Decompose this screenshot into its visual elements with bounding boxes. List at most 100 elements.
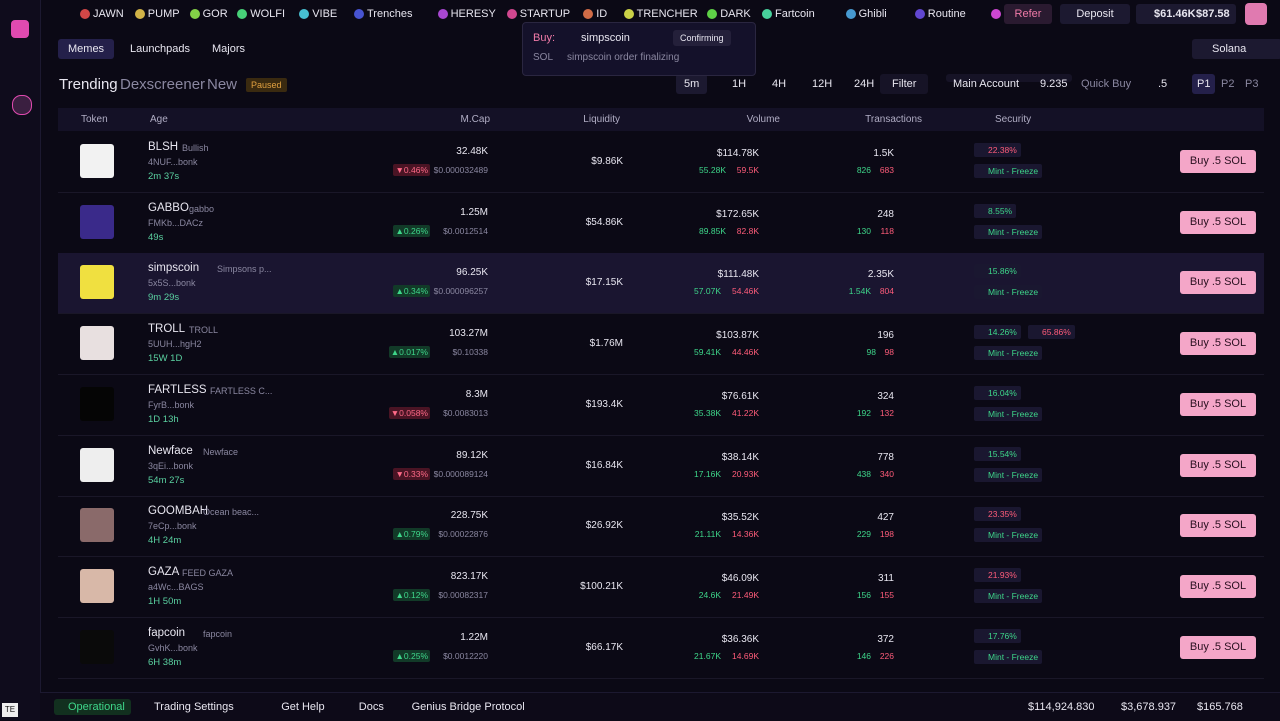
avatar[interactable] (1245, 3, 1267, 25)
token-address[interactable]: GvhK...bonk (148, 642, 198, 653)
price-change: ▼0.33% (393, 467, 430, 480)
sol-price: $165.768 (1197, 701, 1243, 713)
token-row[interactable]: fapcoin fapcoin GvhK...bonk 6H 38m 1.22M ▲0.2… (58, 618, 1264, 679)
tab[interactable]: Memes (58, 39, 115, 59)
token-age: 2m 37s (148, 171, 180, 182)
tab[interactable]: Launchpads (130, 43, 190, 55)
price-change: ▲0.25% (393, 649, 430, 662)
volume-sells: 20.93K (732, 468, 759, 479)
token-row[interactable]: GOOMBAH Ocean beac... 7eCp...bonk 4H 24m 228… (58, 496, 1264, 558)
footer-link[interactable]: Get Help (281, 701, 325, 713)
ticker[interactable]: HERESY (450, 8, 496, 20)
buy-button[interactable]: Buy .5 SOL (1180, 271, 1256, 295)
buy-button[interactable]: Buy .5 SOL (1180, 453, 1256, 477)
ticker[interactable]: Trenches (367, 8, 413, 20)
volume: $111.48K (717, 269, 759, 281)
token-age: 49s (148, 231, 164, 243)
column-header[interactable]: Liquidity (583, 114, 620, 125)
buy-button[interactable]: Buy .5 SOL (1180, 210, 1256, 234)
quick-buy: Quick Buy (1081, 78, 1132, 90)
ticker[interactable]: STARTUP (519, 8, 571, 20)
token-row[interactable]: simpscoin Simpsons p... 5x5S...bonk 9m 29s 9… (58, 253, 1264, 315)
page-button[interactable]: P1 (1192, 74, 1216, 94)
ticker-icon (299, 9, 310, 19)
ticker[interactable]: VIBE (312, 8, 338, 20)
token-address[interactable]: 4NUF...bonk (148, 157, 198, 167)
ticker[interactable]: TRENCHER (636, 8, 698, 20)
token-row[interactable]: TROLL TROLL 5UUH...hgH2 15W 1D 103.27M ▲0.017… (58, 314, 1264, 376)
refer-button[interactable]: Refer (1004, 4, 1052, 24)
column-header[interactable]: Transactions (865, 114, 922, 125)
quick-buy-amount[interactable]: .5 (1158, 78, 1168, 90)
toast-chain: SOL (533, 52, 554, 63)
token-address[interactable]: a4Wc...BAGS (148, 581, 204, 592)
ticker[interactable]: DARK (720, 8, 751, 20)
volume-buys: 24.6K (698, 589, 721, 600)
holders-pct: 16.04% (974, 385, 1021, 400)
ticker[interactable]: Ghibli (858, 8, 887, 20)
column-header[interactable]: Volume (746, 114, 780, 125)
token-row[interactable]: FARTLESS FARTLESS C... FyrB...bonk 1D 13h 8.… (58, 375, 1264, 436)
token-icon (80, 204, 114, 239)
token-row[interactable]: GAZA FEED GAZA a4Wc...BAGS 1H 50m 823.17K ▲0.… (58, 557, 1264, 618)
token-icon (80, 326, 114, 361)
volume-buys: 89.85K (699, 225, 726, 236)
token-name: simpscoin (148, 262, 200, 275)
chain-select[interactable]: Solana (1192, 39, 1280, 59)
token-row[interactable]: Newface Newface 3qEi...bonk 54m 27s 89.12K ▼0… (58, 436, 1264, 497)
token-address[interactable]: 5UUH...hgH2 (148, 339, 202, 350)
buy-button[interactable]: Buy .5 SOL (1180, 392, 1256, 416)
ticker[interactable]: GOR (202, 8, 228, 20)
filter-button[interactable]: Filter (880, 74, 929, 94)
transactions: 778 (877, 451, 894, 463)
footer-link[interactable]: Trading Settings (154, 701, 234, 713)
buy-button[interactable]: Buy .5 SOL (1180, 574, 1256, 598)
status[interactable]: Operational (54, 699, 131, 715)
page-button[interactable]: P3 (1245, 78, 1259, 90)
token-row[interactable]: GABBO gabbo FMKb...DACz 49s 1.25M ▲0.26% $0.00… (58, 193, 1264, 254)
volume-sells: 59.5K (736, 165, 759, 175)
footer-link[interactable]: Docs (358, 701, 384, 713)
ticker[interactable]: ID (596, 8, 608, 20)
token-address[interactable]: FyrB...bonk (148, 399, 195, 410)
volume-sells: 21.49K (732, 589, 759, 600)
token-address[interactable]: FMKb...DACz (148, 217, 204, 228)
column-header[interactable]: M.Cap (460, 114, 490, 125)
ticker[interactable]: WOLFI (250, 8, 286, 20)
timeframe[interactable]: 5m (676, 74, 708, 94)
ticker-icon (583, 9, 594, 19)
buy-button[interactable]: Buy .5 SOL (1180, 332, 1256, 356)
token-address[interactable]: 5x5S...bonk (148, 278, 196, 289)
buy-button[interactable]: Buy .5 SOL (1180, 150, 1256, 173)
ticker[interactable]: Routine (927, 8, 966, 20)
footer-link[interactable]: Genius Bridge Protocol (411, 701, 525, 713)
token-name: fapcoin (148, 626, 186, 639)
volume: $36.36K (721, 633, 759, 645)
token-address[interactable]: 7eCp...bonk (148, 521, 197, 532)
balance[interactable] (1136, 4, 1236, 24)
market-cap: 228.75K (450, 510, 488, 522)
buy-button[interactable]: Buy .5 SOL (1180, 635, 1256, 659)
ticker[interactable]: Fartcoin (775, 8, 815, 20)
logo[interactable] (11, 20, 29, 38)
page-button[interactable]: P2 (1221, 78, 1235, 90)
timeframe[interactable]: 1H (732, 78, 747, 90)
ticker[interactable]: JAWN (93, 8, 124, 20)
holders-pct: 23.35% (974, 507, 1021, 522)
account[interactable] (946, 74, 1072, 82)
buy-button[interactable]: Buy .5 SOL (1180, 514, 1256, 538)
token-name: Newface (148, 444, 193, 457)
market-cap: 823.17K (450, 570, 488, 582)
ticker[interactable]: PUMP (147, 8, 180, 20)
token-row[interactable]: BLSH Bullish 4NUF...bonk 2m 37s 32.48K ▼0.46%… (58, 132, 1264, 193)
toast: Buy: simpscoin Confirming SOL simpscoin orde… (522, 22, 756, 76)
mcap-cell: 228.75K ▲0.79% $0.00022876 (358, 510, 488, 544)
token-address[interactable]: 3qEi...bonk (148, 460, 194, 471)
nav-active[interactable] (12, 95, 32, 115)
timeframe[interactable]: 12H (812, 78, 833, 90)
main: Memes Launchpads Majors Solana Trending Dexsc… (40, 28, 1280, 690)
timeframe[interactable]: 4H (772, 78, 787, 90)
deposit-button[interactable]: Deposit (1060, 4, 1130, 24)
tab[interactable]: Majors (212, 43, 246, 55)
timeframe[interactable]: 24H (854, 78, 875, 90)
